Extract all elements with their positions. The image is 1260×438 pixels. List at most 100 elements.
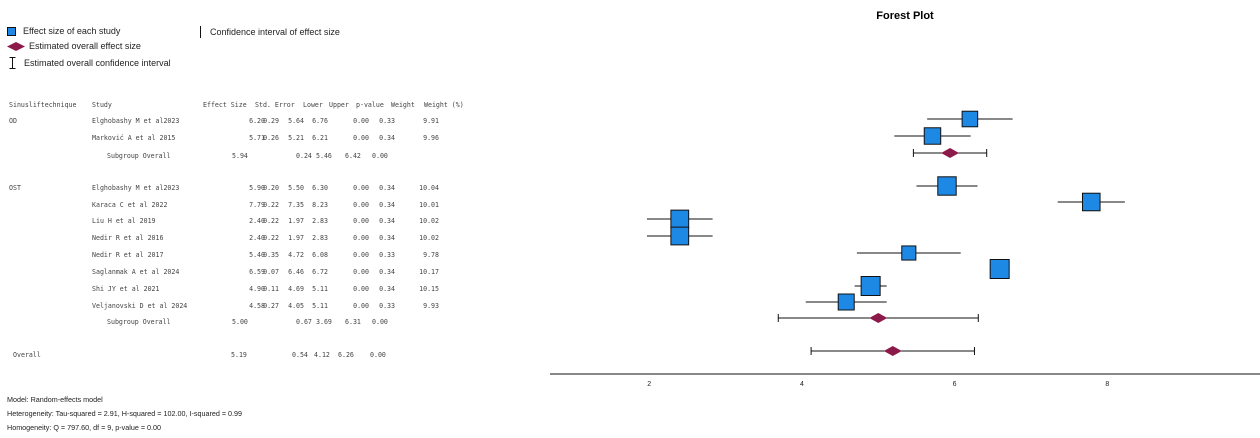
subgroup-effect-diamond [869, 313, 888, 323]
table-header-cell: Effect Size [203, 101, 247, 109]
table-cell-es: 5.90 [249, 184, 265, 192]
chart-title: Forest Plot [876, 10, 934, 22]
table-cell-hi: 6.42 [345, 152, 361, 160]
table-cell-hi: 6.30 [312, 184, 328, 192]
x-tick-label: 4 [800, 381, 804, 388]
study-effect-marker [670, 226, 690, 246]
table-cell-p: 0.00 [372, 318, 388, 326]
legend-label: Estimated overall effect size [29, 41, 141, 51]
table-cell-es: 2.40 [249, 217, 265, 225]
table-cell-study: Shi JY et al 2021 [92, 285, 160, 293]
table-cell-hi: 2.83 [312, 217, 328, 225]
vertical-line-icon [200, 26, 201, 38]
table-cell-w: 0.34 [379, 268, 395, 276]
legend-label: Effect size of each study [23, 26, 121, 36]
table-cell-wp: 10.15 [419, 285, 439, 293]
table-cell-study: Subgroup Overall [107, 152, 171, 160]
table-cell-lo: 5.46 [316, 152, 332, 160]
table-cell-wp: 9.96 [423, 134, 439, 142]
table-cell-p: 0.00 [353, 302, 369, 310]
table-cell-se: 0.20 [263, 184, 279, 192]
table-cell-lo: 4.72 [288, 251, 304, 259]
plot-marks [646, 110, 1125, 356]
study-effect-marker [860, 276, 881, 296]
table-cell-se: 0.22 [263, 234, 279, 242]
study-effect-marker [901, 245, 917, 261]
table-cell-se: 0.11 [263, 285, 279, 293]
table-cell-p: 0.00 [353, 117, 369, 125]
error-bar-icon [9, 57, 16, 69]
table-cell-group: OST [9, 184, 21, 192]
table-cell-p: 0.00 [353, 285, 369, 293]
table-cell-study: Subgroup Overall [107, 318, 171, 326]
table-cell-study: Karaca C et al 2022 [92, 201, 168, 209]
x-tick-label: 8 [1105, 381, 1109, 388]
x-tick-label: 6 [953, 381, 957, 388]
table-cell-w: 0.34 [379, 184, 395, 192]
table-cell-group: OD [9, 117, 17, 125]
study-effect-marker [1081, 192, 1101, 212]
table-cell-p: 0.00 [353, 234, 369, 242]
legend-item-overall-ci: Estimated overall confidence interval [8, 57, 171, 69]
study-effect-marker [989, 259, 1010, 279]
table-cell-hi: 6.21 [312, 134, 328, 142]
table-cell-hi: 6.72 [312, 268, 328, 276]
table-cell-p: 0.00 [353, 201, 369, 209]
table-cell-se: 0.07 [263, 268, 279, 276]
table-cell-se: 0.24 [296, 152, 312, 160]
table-cell-se: 0.27 [263, 302, 279, 310]
table-cell-w: 0.33 [379, 251, 395, 259]
table-cell-p: 0.00 [353, 217, 369, 225]
table-cell-study: Liu H et al 2019 [92, 217, 156, 225]
table-header-cell: Upper [329, 101, 349, 109]
table-cell-study: Marković A et al 2015 [92, 134, 176, 142]
table-cell-hi: 6.26 [338, 351, 354, 359]
table-cell-p: 0.00 [353, 268, 369, 276]
table-header-cell: Weight (%) [424, 101, 464, 109]
study-effect-marker [670, 209, 690, 229]
table-cell-es: 6.20 [249, 117, 265, 125]
x-tick-label: 2 [647, 381, 651, 388]
legend-label: Confidence interval of effect size [210, 27, 340, 37]
table-header-cell: Lower [303, 101, 323, 109]
table-cell-wp: 9.93 [423, 302, 439, 310]
overall-effect-diamond [883, 346, 902, 356]
table-cell-es: 4.90 [249, 285, 265, 293]
table-cell-p: 0.00 [353, 251, 369, 259]
table-cell-study: Saglanmak A et al 2024 [92, 268, 180, 276]
table-cell-se: 0.35 [263, 251, 279, 259]
study-effect-marker [837, 293, 855, 311]
table-cell-hi: 6.31 [345, 318, 361, 326]
table-cell-se: 0.54 [292, 351, 308, 359]
table-cell-es: 5.71 [249, 134, 265, 142]
heterogeneity-note: Heterogeneity: Tau-squared = 2.91, H-squ… [7, 409, 243, 418]
table-cell-es: 5.40 [249, 251, 265, 259]
table-cell-lo: 1.97 [288, 217, 304, 225]
table-cell-es: 5.94 [232, 152, 248, 160]
table-cell-w: 0.34 [379, 217, 395, 225]
table-cell-p: 0.00 [372, 152, 388, 160]
table-cell-se: 0.26 [263, 134, 279, 142]
legend-item-overall-effect: Estimated overall effect size [7, 41, 141, 51]
table-cell-se: 0.22 [263, 217, 279, 225]
legend-item-study-effect: Effect size of each study [7, 26, 120, 36]
homogeneity-note: Homogeneity: Q = 797.60, df = 9, p-value… [7, 423, 162, 432]
blue-square-icon [7, 26, 16, 36]
table-cell-es: 4.58 [249, 302, 265, 310]
table-cell-study: Nedir R et al 2016 [92, 234, 164, 242]
table-cell-p: 0.00 [353, 184, 369, 192]
table-cell-wp: 10.01 [419, 201, 439, 209]
table-cell-lo: 1.97 [288, 234, 304, 242]
study-effect-marker [937, 176, 957, 196]
study-effect-marker [961, 110, 979, 128]
table-cell-study: Veljanovski D et al 2024 [92, 302, 188, 310]
table-cell-hi: 6.08 [312, 251, 328, 259]
table-header-cell: Std. Error [255, 101, 295, 109]
table-cell-wp: 10.02 [419, 234, 439, 242]
table-cell-es: 5.19 [231, 351, 247, 359]
table-cell-w: 0.34 [379, 134, 395, 142]
table-cell-group: Overall [13, 351, 41, 359]
table-cell-lo: 5.64 [288, 117, 304, 125]
table-cell-p: 0.00 [353, 134, 369, 142]
